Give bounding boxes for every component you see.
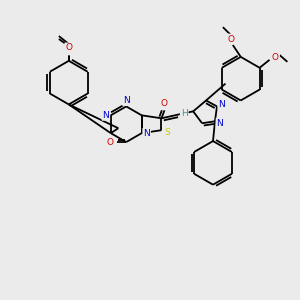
Text: N: N — [218, 100, 225, 109]
Text: H: H — [181, 109, 188, 118]
Text: O: O — [272, 53, 279, 62]
Text: O: O — [107, 138, 114, 147]
Text: N: N — [123, 96, 130, 105]
Text: S: S — [165, 128, 170, 137]
Text: N: N — [102, 111, 109, 120]
Text: O: O — [65, 45, 72, 54]
Text: O: O — [65, 44, 72, 52]
Text: O: O — [161, 99, 168, 108]
Text: N: N — [143, 129, 150, 138]
Text: N: N — [217, 119, 223, 128]
Text: O: O — [227, 34, 234, 43]
